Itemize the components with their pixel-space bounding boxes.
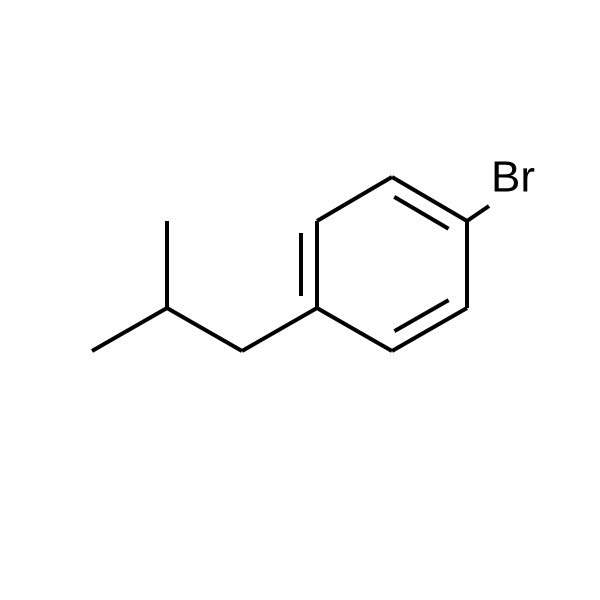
chemical-structure: Br <box>0 0 600 600</box>
bonds <box>92 177 489 351</box>
atom-label-br: Br <box>491 153 535 202</box>
atom-labels: Br <box>491 153 535 202</box>
